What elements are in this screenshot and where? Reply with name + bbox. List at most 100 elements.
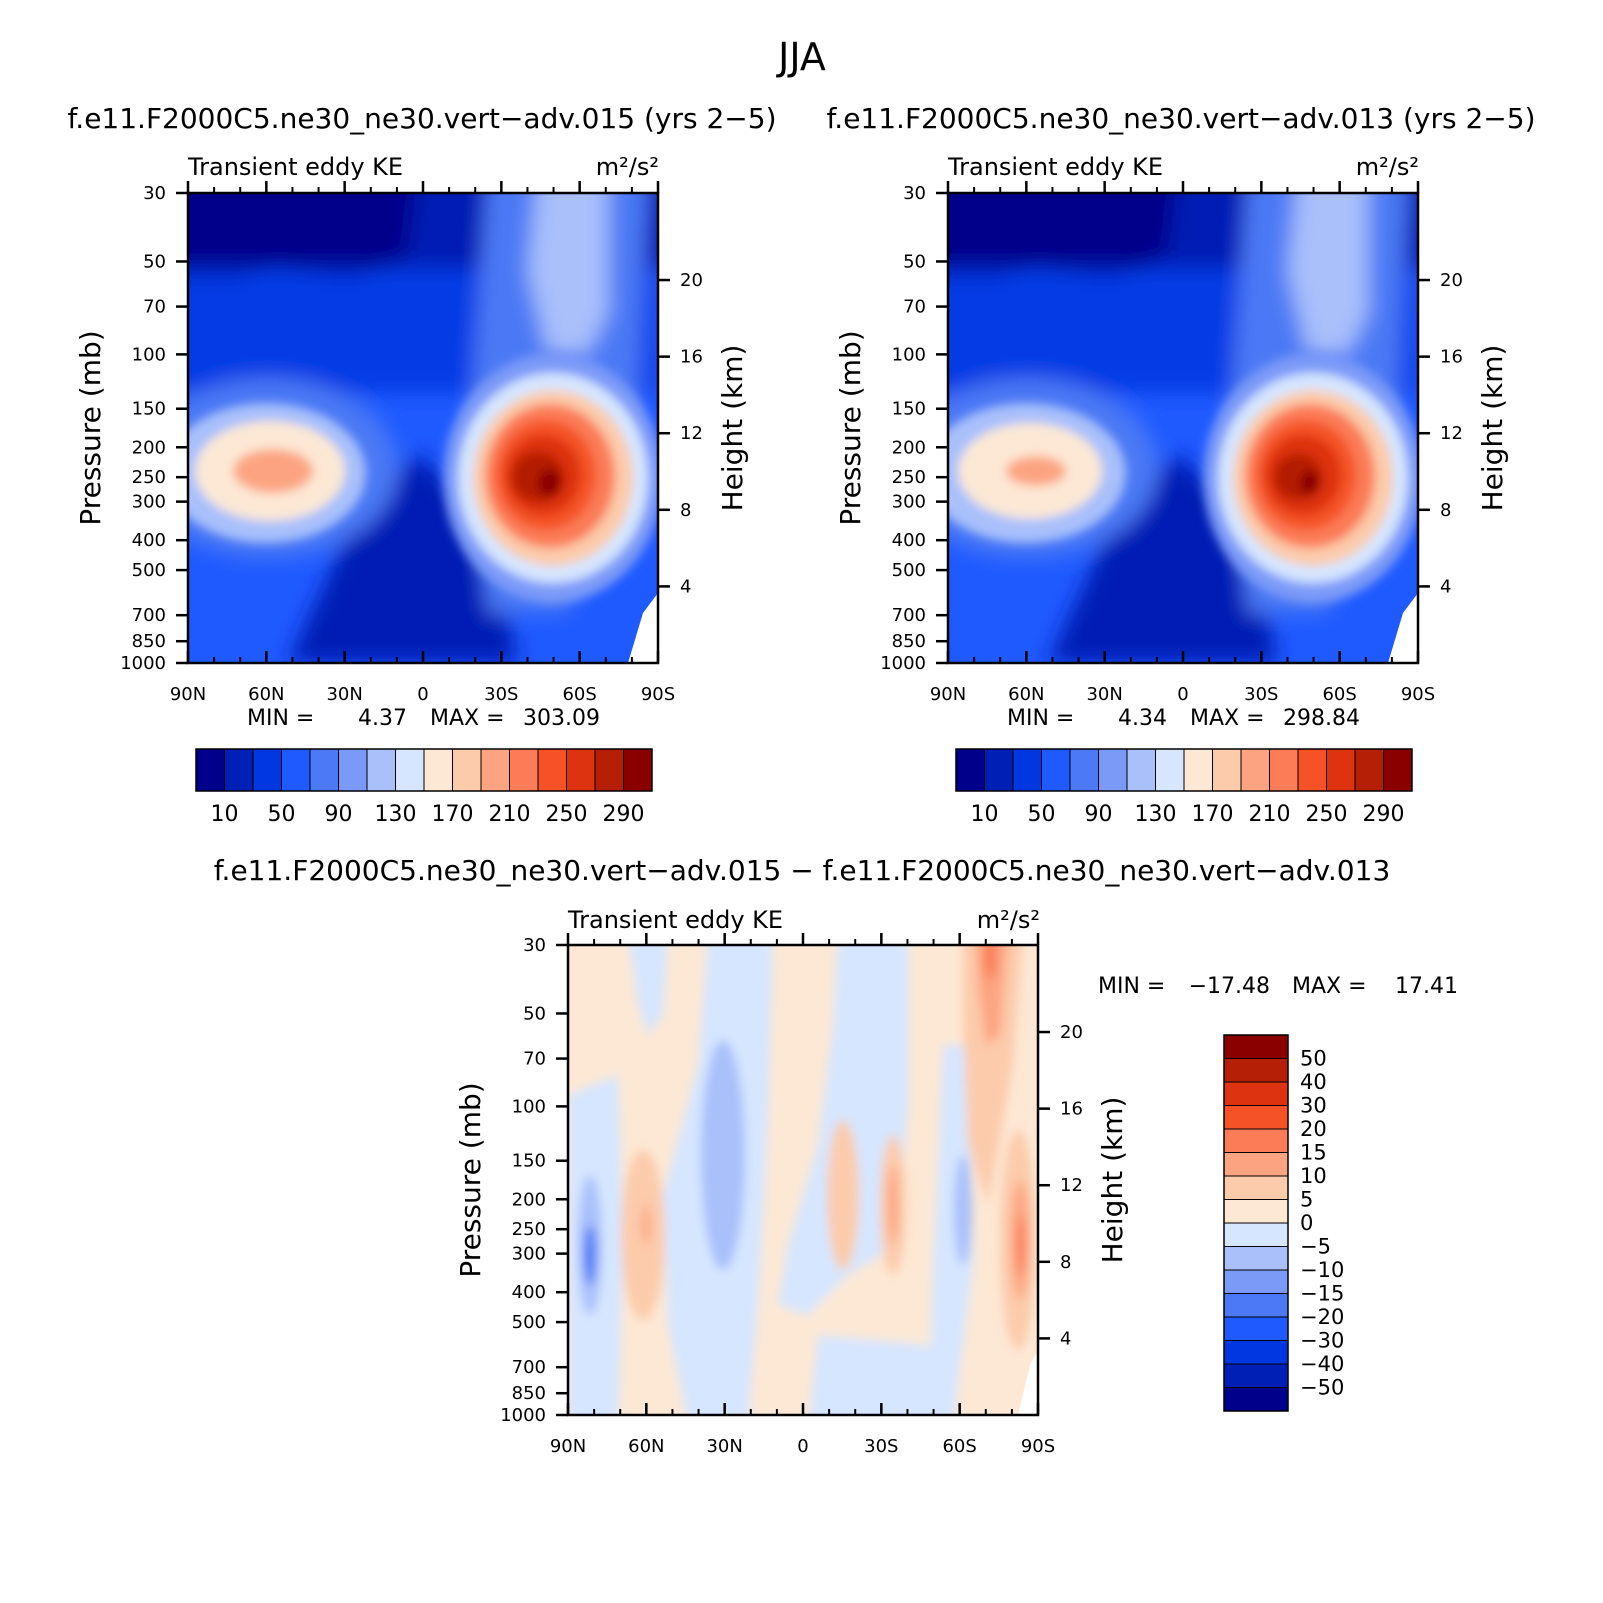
panel-3-title: f.e11.F2000C5.ne30_ne30.vert−adv.015 − f… bbox=[214, 854, 1391, 887]
panel-3-ylabel: Pressure (mb) bbox=[454, 1082, 487, 1277]
x-tick-label: 30S bbox=[1244, 684, 1278, 705]
colorbar-box-6 bbox=[1223, 1175, 1289, 1200]
y-tick-label: 200 bbox=[132, 437, 166, 458]
colorbar-label: 10 bbox=[211, 802, 239, 827]
y-right-tick-label: 12 bbox=[1440, 423, 1463, 444]
y-tick-label: 70 bbox=[903, 297, 926, 318]
colorbar-box-5 bbox=[338, 748, 368, 792]
colorbar-box-6 bbox=[1126, 748, 1156, 792]
y-right-tick-label: 4 bbox=[1440, 576, 1451, 597]
panel-2-units-label: m²/s² bbox=[1356, 153, 1419, 181]
colorbar-box-2 bbox=[1012, 748, 1042, 792]
colorbar-box-15 bbox=[623, 748, 653, 792]
y-tick-label: 850 bbox=[892, 631, 926, 652]
colorbar-label: 170 bbox=[432, 802, 474, 827]
colorbar-label: 50 bbox=[1300, 1047, 1327, 1071]
colorbar-box-13 bbox=[1326, 748, 1356, 792]
panel-2-north-jet-peak bbox=[1006, 456, 1066, 486]
y-tick-label: 100 bbox=[132, 344, 166, 365]
colorbar-label: −10 bbox=[1300, 1258, 1344, 1282]
y-right-tick-label: 8 bbox=[1060, 1252, 1071, 1273]
colorbar-box-9 bbox=[1223, 1246, 1289, 1271]
y-tick-label: 100 bbox=[512, 1096, 546, 1117]
y-tick-label: 400 bbox=[892, 530, 926, 551]
panel-3-pos-strat bbox=[963, 945, 1023, 1205]
panel-3-axes: 90N 60N 30N 0 30S 60S 90S 30 50 70 100 150 200 250 300… bbox=[500, 933, 1083, 1457]
colorbar-box-3 bbox=[1223, 1105, 1289, 1130]
colorbar-label: 90 bbox=[325, 802, 353, 827]
colorbar-box-5 bbox=[1223, 1152, 1289, 1177]
y-right-tick-label: 16 bbox=[680, 347, 703, 368]
panel-3-pos-30s-core bbox=[888, 1165, 898, 1245]
colorbar-box-9 bbox=[452, 748, 482, 792]
x-tick-label: 60N bbox=[628, 1436, 664, 1457]
y-tick-label: 150 bbox=[892, 399, 926, 420]
panel-1-axes: 90N 60N 30N 0 30S 60S 90S 30 50 70 100 150 200 250 300… bbox=[120, 181, 703, 705]
x-tick-label: 30S bbox=[864, 1436, 898, 1457]
y-tick-label: 850 bbox=[512, 1383, 546, 1404]
y-right-tick-label: 12 bbox=[680, 423, 703, 444]
colorbar-box-15 bbox=[1223, 1387, 1289, 1412]
colorbar-frame bbox=[195, 748, 653, 792]
y-tick-label: 30 bbox=[903, 183, 926, 204]
colorbar-box-3 bbox=[1041, 748, 1071, 792]
colorbar-box-9 bbox=[1212, 748, 1242, 792]
panel-1-colorbar: 10 50 90 130 170 210 250 290 bbox=[195, 748, 653, 827]
colorbar-box-5 bbox=[1098, 748, 1128, 792]
colorbar-box-0 bbox=[1223, 1034, 1289, 1059]
panel-1-max-value: 303.09 bbox=[523, 706, 600, 731]
colorbar-box-11 bbox=[1269, 748, 1299, 792]
colorbar-box-10 bbox=[480, 748, 510, 792]
colorbar-box-7 bbox=[1223, 1199, 1289, 1224]
y-tick-label: 700 bbox=[512, 1357, 546, 1378]
y-tick-label: 250 bbox=[132, 467, 166, 488]
y-tick-label: 400 bbox=[132, 530, 166, 551]
colorbar-box-4 bbox=[1069, 748, 1099, 792]
colorbar-label: 10 bbox=[971, 802, 999, 827]
y-tick-label: 150 bbox=[512, 1151, 546, 1172]
colorbar-box-0 bbox=[195, 748, 225, 792]
panel-1-min-value: 4.37 bbox=[358, 706, 407, 731]
y-tick-label: 850 bbox=[132, 631, 166, 652]
x-tick-label: 60S bbox=[942, 1436, 976, 1457]
y-tick-label: 500 bbox=[892, 560, 926, 581]
x-tick-label: 0 bbox=[797, 1436, 808, 1457]
colorbar-box-1 bbox=[984, 748, 1014, 792]
y-right-tick-label: 8 bbox=[680, 500, 691, 521]
colorbar-label: 50 bbox=[268, 802, 296, 827]
y-right-tick-label: 4 bbox=[680, 576, 691, 597]
y-tick-label: 30 bbox=[143, 183, 166, 204]
y-tick-label: 1000 bbox=[120, 653, 166, 674]
y-tick-label: 70 bbox=[143, 297, 166, 318]
panel-3-max-value: 17.41 bbox=[1395, 974, 1458, 999]
colorbar-box-7 bbox=[1155, 748, 1185, 792]
panel-1-south-jet-peak bbox=[538, 469, 562, 497]
x-tick-label: 30N bbox=[326, 684, 362, 705]
panel-3-pos-sh-peak bbox=[1017, 1215, 1025, 1275]
colorbar-box-1 bbox=[224, 748, 254, 792]
colorbar-box-12 bbox=[537, 748, 567, 792]
panel-1-missing-data bbox=[628, 593, 658, 663]
colorbar-frame bbox=[955, 748, 1413, 792]
colorbar-box-4 bbox=[309, 748, 339, 792]
panel-1-ylabel-right: Height (km) bbox=[716, 345, 749, 512]
colorbar-box-12 bbox=[1297, 748, 1327, 792]
y-tick-label: 700 bbox=[892, 605, 926, 626]
x-tick-label: 30N bbox=[1086, 684, 1122, 705]
y-tick-label: 150 bbox=[132, 399, 166, 420]
y-tick-label: 700 bbox=[132, 605, 166, 626]
colorbar-label: 50 bbox=[1028, 802, 1056, 827]
panel-2-ylabel-right: Height (km) bbox=[1476, 345, 1509, 512]
y-right-tick-label: 4 bbox=[1060, 1328, 1071, 1349]
colorbar-label: 15 bbox=[1300, 1141, 1327, 1165]
y-tick-label: 250 bbox=[512, 1219, 546, 1240]
panel-1-left-label: Transient eddy KE bbox=[187, 153, 403, 181]
panel-2-missing-data bbox=[1388, 593, 1418, 663]
colorbar-label: 30 bbox=[1300, 1094, 1327, 1118]
x-tick-label: 0 bbox=[1177, 684, 1188, 705]
y-tick-label: 500 bbox=[132, 560, 166, 581]
colorbar-label: 250 bbox=[546, 802, 588, 827]
figure-title: JJA bbox=[776, 35, 826, 79]
x-tick-label: 90N bbox=[550, 1436, 586, 1457]
y-tick-label: 300 bbox=[892, 492, 926, 513]
